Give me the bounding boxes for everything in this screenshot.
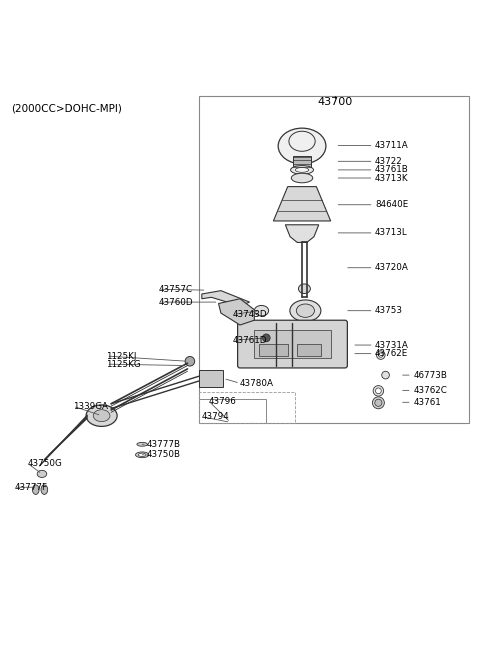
- FancyBboxPatch shape: [238, 320, 348, 368]
- Ellipse shape: [376, 351, 385, 359]
- Text: 1339GA: 1339GA: [73, 402, 108, 411]
- Ellipse shape: [379, 353, 383, 358]
- Ellipse shape: [296, 304, 314, 317]
- Ellipse shape: [263, 334, 270, 342]
- Text: 43796: 43796: [209, 397, 237, 406]
- Text: 43762C: 43762C: [413, 386, 447, 395]
- Ellipse shape: [295, 168, 309, 172]
- Polygon shape: [274, 187, 331, 221]
- Ellipse shape: [86, 405, 117, 426]
- Text: 43780A: 43780A: [240, 379, 274, 387]
- Ellipse shape: [382, 371, 389, 379]
- Bar: [259, 344, 288, 356]
- Text: 43713L: 43713L: [375, 228, 408, 237]
- Text: 43700: 43700: [318, 97, 353, 107]
- Text: 84640E: 84640E: [375, 200, 408, 209]
- Text: 43753: 43753: [375, 306, 403, 315]
- Text: 43757C: 43757C: [159, 285, 193, 294]
- Text: 43761: 43761: [413, 398, 441, 407]
- Ellipse shape: [299, 284, 311, 294]
- Text: 43760D: 43760D: [159, 298, 193, 307]
- Text: 46773B: 46773B: [413, 370, 447, 380]
- Text: 43722: 43722: [375, 157, 403, 166]
- Polygon shape: [218, 299, 254, 325]
- Ellipse shape: [33, 485, 39, 495]
- Text: 43731A: 43731A: [375, 341, 409, 350]
- Ellipse shape: [375, 399, 382, 406]
- Ellipse shape: [185, 356, 195, 366]
- Ellipse shape: [137, 443, 147, 446]
- Text: 1125KJ: 1125KJ: [107, 352, 137, 361]
- Bar: [199, 370, 223, 387]
- Text: 43711A: 43711A: [375, 141, 409, 150]
- Bar: [293, 156, 311, 168]
- Text: 43720A: 43720A: [375, 263, 409, 272]
- Text: 43777F: 43777F: [15, 483, 48, 492]
- Ellipse shape: [375, 388, 381, 394]
- Ellipse shape: [254, 306, 269, 316]
- Text: 43761D: 43761D: [233, 336, 267, 344]
- Ellipse shape: [37, 471, 47, 478]
- Ellipse shape: [290, 300, 321, 321]
- Ellipse shape: [290, 166, 313, 174]
- Text: (2000CC>DOHC-MPI): (2000CC>DOHC-MPI): [11, 103, 122, 113]
- Bar: [199, 392, 295, 423]
- Bar: [254, 330, 331, 358]
- Text: 43761B: 43761B: [375, 165, 409, 174]
- Text: 43713K: 43713K: [375, 174, 408, 183]
- Text: 43777B: 43777B: [147, 440, 181, 448]
- Ellipse shape: [278, 128, 326, 164]
- Text: 43794: 43794: [202, 412, 229, 421]
- Text: 43762E: 43762E: [375, 349, 408, 358]
- Polygon shape: [202, 291, 250, 306]
- Text: 43743D: 43743D: [233, 310, 267, 319]
- Text: 43750G: 43750G: [28, 459, 62, 468]
- Text: 43750B: 43750B: [147, 450, 181, 460]
- Ellipse shape: [41, 485, 48, 495]
- Bar: [199, 399, 266, 423]
- Text: 1125KG: 1125KG: [107, 359, 141, 369]
- Bar: [297, 344, 321, 356]
- Bar: [199, 96, 469, 423]
- Ellipse shape: [93, 410, 110, 422]
- Polygon shape: [285, 225, 319, 242]
- Ellipse shape: [135, 452, 149, 458]
- Ellipse shape: [372, 396, 384, 409]
- Ellipse shape: [138, 453, 146, 456]
- Ellipse shape: [291, 174, 313, 183]
- Ellipse shape: [373, 385, 384, 396]
